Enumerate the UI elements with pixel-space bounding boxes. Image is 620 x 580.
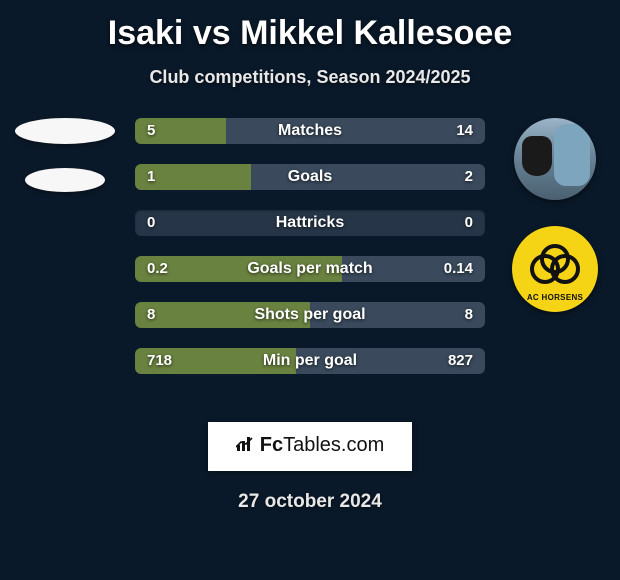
crest-rings-icon	[530, 244, 580, 294]
stat-bars: 514Matches 12Goals 00Hattricks 0.20.14Goals…	[135, 118, 485, 394]
subtitle: Club competitions, Season 2024/2025	[0, 67, 620, 88]
stat-row: 88Shots per goal	[135, 302, 485, 328]
stat-label: Hattricks	[135, 210, 485, 236]
stat-label: Matches	[135, 118, 485, 144]
player-silhouette-icon	[15, 118, 115, 144]
stat-label: Min per goal	[135, 348, 485, 374]
right-player-column: AC HORSENS	[510, 118, 600, 312]
page: Isaki vs Mikkel Kallesoee Club competiti…	[0, 0, 620, 513]
comparison-area: AC HORSENS 514Matches 12Goals 00Hattricks 0…	[0, 118, 620, 418]
stat-row: 514Matches	[135, 118, 485, 144]
stat-row: 718827Min per goal	[135, 348, 485, 374]
stat-row: 00Hattricks	[135, 210, 485, 236]
logo-suffix: .com	[341, 434, 384, 456]
site-logo: FcTables.com	[208, 422, 413, 471]
stat-row: 0.20.14Goals per match	[135, 256, 485, 282]
logo-rest: Tables	[283, 434, 341, 456]
stat-label: Goals	[135, 164, 485, 190]
stat-label: Goals per match	[135, 256, 485, 282]
logo-bold: Fc	[260, 434, 283, 456]
bar-chart-icon	[236, 435, 256, 459]
date-text: 27 october 2024	[0, 491, 620, 513]
left-player-column	[10, 118, 120, 216]
crest-label: AC HORSENS	[512, 293, 598, 302]
stat-label: Shots per goal	[135, 302, 485, 328]
player-photo	[514, 118, 596, 200]
stat-row: 12Goals	[135, 164, 485, 190]
club-silhouette-icon	[25, 168, 105, 192]
page-title: Isaki vs Mikkel Kallesoee	[0, 14, 620, 53]
club-crest: AC HORSENS	[512, 226, 598, 312]
